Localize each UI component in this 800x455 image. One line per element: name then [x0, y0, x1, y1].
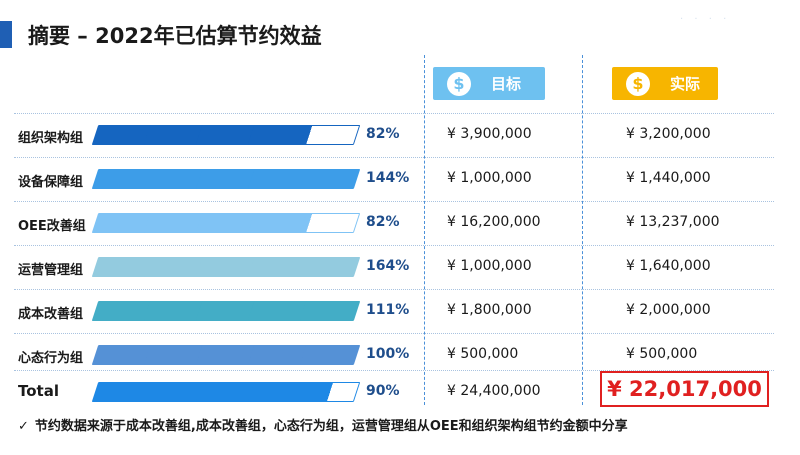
group-name: OEE改善组: [18, 219, 86, 234]
target-column-header: $ 目标: [433, 67, 545, 100]
progress-segment: [195, 345, 257, 365]
progress-segment: [91, 213, 153, 233]
total-label: Total: [18, 382, 59, 400]
achievement-percent: 82%: [366, 214, 400, 230]
achievement-percent: 82%: [366, 126, 400, 142]
progress-segment: [91, 125, 153, 145]
progress-segment: [143, 125, 205, 145]
progress-bar: [89, 299, 361, 323]
target-value: ¥ 1,000,000: [447, 258, 532, 274]
table-row: 成本改善组 111% ¥ 1,800,000 ¥ 2,000,000: [14, 289, 774, 333]
progress-bar: [89, 167, 361, 191]
table-row: 运营管理组 164% ¥ 1,000,000 ¥ 1,640,000: [14, 245, 774, 289]
progress-segment: [299, 345, 361, 365]
actual-value: ¥ 1,640,000: [626, 258, 711, 274]
progress-segment: [91, 382, 153, 402]
actual-value: ¥ 3,200,000: [626, 126, 711, 142]
progress-segment: [299, 169, 361, 189]
total-row: Total 90% ¥ 24,400,000: [14, 370, 774, 412]
actual-value: ¥ 13,237,000: [626, 214, 720, 230]
achievement-percent: 100%: [366, 346, 410, 362]
table-row: 设备保障组 144% ¥ 1,000,000 ¥ 1,440,000: [14, 157, 774, 201]
progress-segment: [247, 301, 309, 321]
group-name: 心态行为组: [18, 351, 84, 366]
group-name: 运营管理组: [18, 263, 84, 278]
progress-segment: [247, 213, 309, 233]
progress-bar: [89, 343, 361, 367]
target-header-label: 目标: [491, 75, 522, 93]
progress-segment: [247, 345, 309, 365]
dollar-coin-icon: $: [626, 71, 650, 96]
progress-segment: [247, 125, 309, 145]
actual-column-header: $ 实际: [612, 67, 718, 100]
progress-segment: [247, 257, 309, 277]
progress-segment: [91, 257, 153, 277]
achievement-percent: 111%: [366, 302, 410, 318]
progress-segment: [299, 257, 361, 277]
group-name: 成本改善组: [18, 307, 84, 322]
group-name: 设备保障组: [18, 175, 84, 190]
progress-segment: [91, 301, 153, 321]
progress-segment: [143, 257, 205, 277]
achievement-percent: 144%: [366, 170, 410, 186]
progress-segment: [143, 345, 205, 365]
progress-segment: [143, 213, 205, 233]
target-value: ¥ 1,800,000: [447, 302, 532, 318]
progress-segment: [299, 125, 361, 145]
achievement-percent: 90%: [366, 383, 400, 399]
progress-segment: [195, 257, 257, 277]
progress-segment: [299, 213, 361, 233]
decorative-dots: · · · ·: [680, 14, 731, 25]
progress-segment: [91, 169, 153, 189]
progress-bar: [89, 211, 361, 235]
progress-bar: [89, 123, 361, 147]
target-value: ¥ 1,000,000: [447, 170, 532, 186]
page-title: 摘要 – 2022年已估算节约效益: [28, 24, 322, 48]
progress-segment: [299, 382, 361, 402]
progress-segment: [195, 169, 257, 189]
actual-value: ¥ 1,440,000: [626, 170, 711, 186]
target-value: ¥ 16,200,000: [447, 214, 541, 230]
footnote-text: 节约数据来源于成本改善组,成本改善组，心态行为组，运营管理组从OEE和组织架构组…: [34, 419, 628, 434]
target-value: ¥ 3,900,000: [447, 126, 532, 142]
progress-segment: [195, 125, 257, 145]
column-divider-actual: [582, 55, 583, 405]
progress-segment: [299, 301, 361, 321]
footnote: ✓ 节约数据来源于成本改善组,成本改善组，心态行为组，运营管理组从OEE和组织架构…: [18, 415, 628, 434]
progress-segment: [143, 382, 205, 402]
actual-value: ¥ 500,000: [626, 346, 698, 362]
progress-segment: [143, 169, 205, 189]
progress-segment: [247, 382, 309, 402]
actual-value: ¥ 2,000,000: [626, 302, 711, 318]
progress-segment: [195, 213, 257, 233]
progress-segment: [195, 301, 257, 321]
target-value: ¥ 500,000: [447, 346, 519, 362]
progress-bar: [89, 255, 361, 279]
total-actual-value: ¥ 22,017,000: [607, 377, 762, 401]
group-name: 组织架构组: [18, 131, 84, 146]
actual-header-label: 实际: [670, 75, 701, 93]
dollar-coin-icon: $: [447, 71, 471, 96]
achievement-percent: 164%: [366, 258, 410, 274]
progress-segment: [247, 169, 309, 189]
check-icon: ✓: [18, 419, 29, 434]
table-row: 组织架构组 82% ¥ 3,900,000 ¥ 3,200,000: [14, 113, 774, 157]
total-actual-highlight: ¥ 22,017,000: [600, 371, 769, 407]
table-row: OEE改善组 82% ¥ 16,200,000 ¥ 13,237,000: [14, 201, 774, 245]
title-accent-bar: [0, 21, 12, 48]
target-value: ¥ 24,400,000: [447, 383, 541, 399]
progress-segment: [195, 382, 257, 402]
column-divider-target: [424, 55, 425, 405]
table-row: 心态行为组 100% ¥ 500,000 ¥ 500,000: [14, 333, 774, 377]
progress-bar: [89, 380, 361, 404]
progress-segment: [91, 345, 153, 365]
progress-segment: [143, 301, 205, 321]
